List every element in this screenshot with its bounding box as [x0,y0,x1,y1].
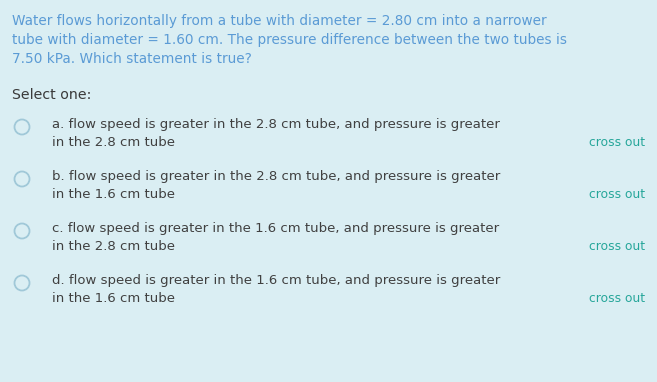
Text: in the 1.6 cm tube: in the 1.6 cm tube [52,188,175,201]
Text: in the 1.6 cm tube: in the 1.6 cm tube [52,292,175,305]
Text: cross out: cross out [589,136,645,149]
Text: d. flow speed is greater in the 1.6 cm tube, and pressure is greater: d. flow speed is greater in the 1.6 cm t… [52,274,500,287]
Text: cross out: cross out [589,240,645,253]
Text: cross out: cross out [589,292,645,305]
Text: in the 2.8 cm tube: in the 2.8 cm tube [52,240,175,253]
Text: Select one:: Select one: [12,88,91,102]
Text: c. flow speed is greater in the 1.6 cm tube, and pressure is greater: c. flow speed is greater in the 1.6 cm t… [52,222,499,235]
Text: 7.50 kPa. Which statement is true?: 7.50 kPa. Which statement is true? [12,52,252,66]
Text: cross out: cross out [589,188,645,201]
Text: tube with diameter = 1.60 cm. The pressure difference between the two tubes is: tube with diameter = 1.60 cm. The pressu… [12,33,567,47]
Text: in the 2.8 cm tube: in the 2.8 cm tube [52,136,175,149]
Text: a. flow speed is greater in the 2.8 cm tube, and pressure is greater: a. flow speed is greater in the 2.8 cm t… [52,118,500,131]
Text: Water flows horizontally from a tube with diameter = 2.80 cm into a narrower: Water flows horizontally from a tube wit… [12,14,547,28]
Text: b. flow speed is greater in the 2.8 cm tube, and pressure is greater: b. flow speed is greater in the 2.8 cm t… [52,170,500,183]
